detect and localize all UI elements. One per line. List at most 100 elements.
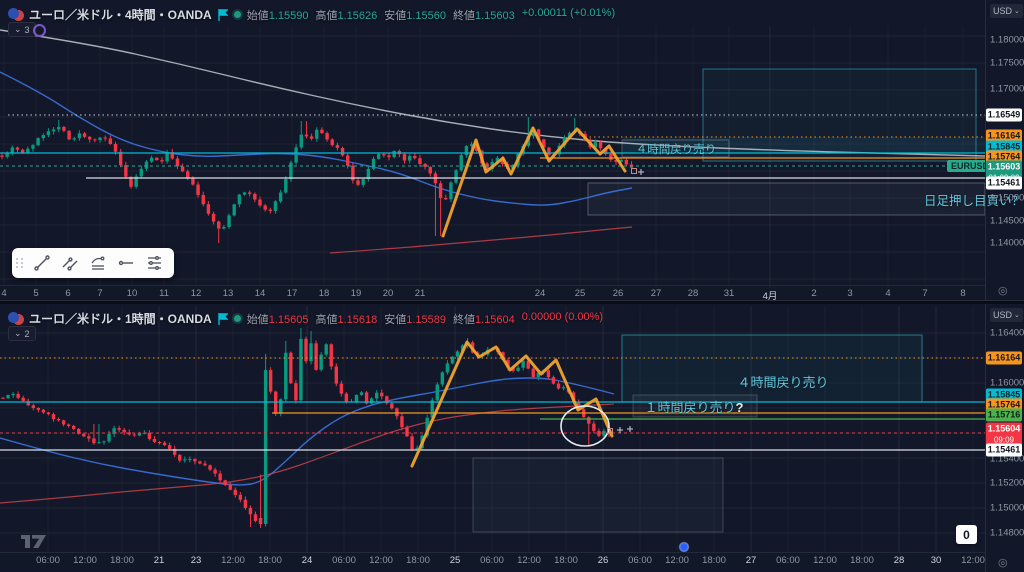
candle-body	[500, 157, 505, 165]
price-scale-label: 1.15000	[990, 192, 1024, 204]
curve-with-levels-icon[interactable]	[86, 251, 110, 275]
drawn-rectangle-zone[interactable]	[621, 334, 923, 403]
candle-body	[208, 465, 212, 470]
candle-body	[319, 354, 323, 370]
candle-body	[223, 480, 227, 485]
candle-body	[228, 484, 232, 490]
chart-annotation-text[interactable]: ４時間戻り売り	[737, 374, 829, 390]
candle-body	[129, 176, 133, 187]
time-axis-label: 25	[449, 555, 461, 566]
chart-pane[interactable]	[0, 306, 985, 552]
time-axis-label: 06:00	[480, 555, 504, 566]
chart-annotation-text[interactable]: ４時間戻り売り	[635, 143, 717, 156]
candle-body	[108, 138, 113, 145]
price-tag[interactable]: 1.15845	[986, 140, 1022, 154]
top-pane-title[interactable]: ユーロ／米ドル・4時間・OANDA	[29, 8, 212, 22]
drawn-rectangle-zone[interactable]	[472, 457, 724, 533]
market-status-icon[interactable]	[233, 315, 241, 322]
market-status-icon[interactable]	[233, 11, 241, 18]
chart-annotation-text[interactable]: １時間戻り売り?	[644, 399, 744, 415]
candle-body	[604, 148, 608, 155]
chart-annotation-text[interactable]: 日足押し目買い？	[923, 194, 1024, 209]
ma-gray-line	[0, 29, 985, 157]
bottom-pane-header: ユーロ／米ドル・1時間・OANDA 始値1.15605 高値1.15618 安値…	[8, 310, 603, 327]
top-scale-settings-icon[interactable]: ◎	[998, 285, 1008, 297]
drawn-rectangle-zone[interactable]	[587, 182, 985, 216]
candle-body	[88, 136, 92, 140]
drawn-rectangle-zone[interactable]	[623, 137, 985, 153]
top-price-scale[interactable]: USD ⌄ ◎	[985, 0, 1024, 300]
price-tag[interactable]: 1.15716	[986, 408, 1022, 422]
panel-divider[interactable]	[0, 300, 1024, 304]
timeline-event-dot[interactable]	[678, 541, 690, 553]
candle-body	[162, 442, 167, 446]
price-tag-current[interactable]: 1.15604 09:09	[986, 422, 1022, 446]
chart-pane[interactable]	[0, 26, 985, 288]
horizontal-ray-icon[interactable]	[114, 251, 138, 275]
candle-body	[217, 221, 221, 229]
bottom-price-scale[interactable]: USD ⌄ ◎	[985, 304, 1024, 572]
candle-body	[247, 192, 252, 194]
candle-body	[547, 147, 551, 155]
price-scale-label: 1.17500	[990, 57, 1024, 69]
price-tag[interactable]: 1.15461	[986, 443, 1022, 457]
candle-body	[218, 473, 222, 481]
drag-handle-icon[interactable]	[16, 258, 24, 268]
high-value: 1.15618	[337, 313, 378, 326]
tradingview-logo[interactable]	[20, 532, 50, 550]
bottom-pane-title[interactable]: ユーロ／米ドル・1時間・OANDA	[29, 312, 212, 326]
parallel-trend-lines-icon[interactable]	[58, 251, 82, 275]
candle-body	[196, 184, 200, 195]
drawn-ellipse-highlight[interactable]	[560, 405, 610, 447]
candle-body	[11, 393, 15, 396]
drawing-favorites-toolbar[interactable]	[12, 248, 174, 278]
candle-body	[445, 363, 450, 373]
price-tag[interactable]: 1.16549	[986, 108, 1022, 122]
price-tag[interactable]: 1.15764	[986, 150, 1022, 164]
eurusd-pair-icon	[8, 311, 24, 326]
bottom-collapse-indicators-chip[interactable]: ⌄ 2	[8, 326, 36, 341]
flag-icon[interactable]	[217, 312, 228, 325]
top-collapse-indicators-chip[interactable]: ⌄ 3	[8, 22, 36, 37]
drawing-anchor-icon[interactable]	[631, 168, 637, 174]
candle-body	[124, 165, 128, 177]
time-axis-label: 12:00	[221, 555, 245, 566]
indicator-ring-icon[interactable]	[33, 24, 46, 37]
time-axis-label: 4月	[762, 291, 778, 302]
horizontal-levels-icon[interactable]	[142, 251, 166, 275]
candle-body	[57, 126, 61, 130]
countdown-timer: 09:09	[993, 435, 1015, 445]
price-tag[interactable]: 1.16164	[986, 129, 1022, 143]
drawn-rectangle-zone[interactable]	[632, 394, 758, 418]
bottom-currency-selector[interactable]: USD ⌄	[990, 308, 1023, 322]
price-tag[interactable]: 1.16164	[986, 351, 1022, 365]
time-axis-label: 4	[885, 288, 891, 299]
candle-body	[593, 142, 598, 148]
top-time-axis[interactable]: 4 5 6 7 10 11 12 13 14 17 18 19 20 21 24 25 26 27 28 31 4月 2 3…	[0, 285, 985, 302]
candle-body	[144, 161, 149, 169]
price-tag[interactable]: 1.15461	[986, 176, 1022, 190]
time-axis-label: 18:00	[554, 555, 578, 566]
candle-body	[561, 387, 566, 389]
replay-step-badge[interactable]: 0	[956, 525, 977, 544]
candle-body	[455, 351, 460, 357]
flag-icon[interactable]	[217, 8, 228, 21]
candle-body	[237, 194, 242, 205]
drawing-anchor-icon[interactable]	[607, 428, 613, 434]
top-currency-selector[interactable]: USD ⌄	[990, 4, 1023, 18]
bottom-scale-settings-icon[interactable]: ◎	[998, 557, 1008, 569]
trend-line-icon[interactable]	[30, 251, 54, 275]
price-tag[interactable]: 1.15764	[986, 398, 1022, 412]
candle-body	[407, 155, 412, 161]
open-value: 1.15605	[268, 313, 309, 326]
candle-body	[213, 469, 217, 474]
price-tag[interactable]: 1.15845	[986, 388, 1022, 402]
candle-body	[329, 344, 333, 367]
bottom-time-axis[interactable]: 06:00 12:00 18:00 21 23 12:00 18:00 24 06:00 12:0…	[0, 552, 985, 568]
candle-body	[598, 142, 603, 149]
candle-body	[369, 398, 374, 404]
low-value: 1.15589	[406, 313, 446, 326]
time-axis-label: 10	[126, 288, 138, 299]
time-axis-label: 26	[612, 288, 624, 299]
